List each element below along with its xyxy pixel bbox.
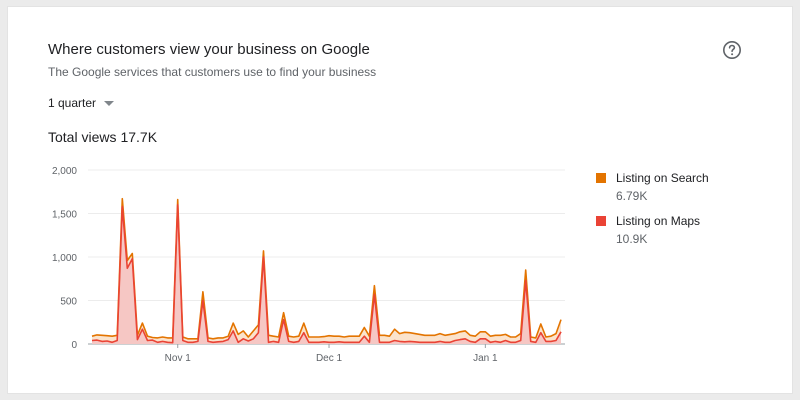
search-area <box>92 198 561 343</box>
y-tick-label: 1,500 <box>52 210 77 221</box>
x-tick-label: Jan 1 <box>473 353 498 364</box>
legend-swatch-maps <box>596 216 606 226</box>
y-tick-label: 0 <box>71 340 77 351</box>
x-tick-label: Dec 1 <box>316 353 343 364</box>
y-tick-label: 1,000 <box>52 253 77 264</box>
y-tick-label: 2,000 <box>52 166 77 177</box>
search-series-line <box>91 197 562 340</box>
card-subtitle: The Google services that customers use t… <box>48 65 377 79</box>
range-selector-label: 1 quarter <box>48 96 97 110</box>
card-title: Where customers view your business on Go… <box>48 41 370 58</box>
maps-area <box>92 204 561 344</box>
total-views-label: Total views <box>48 129 117 145</box>
range-selector[interactable]: 1 quarter <box>48 96 115 110</box>
insights-card: Where customers view your business on Go… <box>7 6 793 394</box>
views-area-chart: 0 500 1,000 1,500 2,000 Nov 1 Dec 1 Jan 1 <box>52 166 565 364</box>
legend-name-maps: Listing on Maps <box>616 214 701 228</box>
legend-name-search: Listing on Search <box>616 171 709 185</box>
total-views-value: 17.7K <box>120 129 158 145</box>
legend-value-maps: 10.9K <box>616 232 648 246</box>
legend-swatch-search <box>596 173 606 183</box>
y-tick-label: 500 <box>60 297 77 308</box>
total-views: Total views 17.7K <box>48 129 161 145</box>
legend-value-search: 6.79K <box>616 189 648 203</box>
help-circle-icon[interactable] <box>722 40 742 60</box>
x-tick-label: Nov 1 <box>165 353 192 364</box>
maps-series-line <box>91 204 562 344</box>
caret-down-icon <box>104 100 115 106</box>
